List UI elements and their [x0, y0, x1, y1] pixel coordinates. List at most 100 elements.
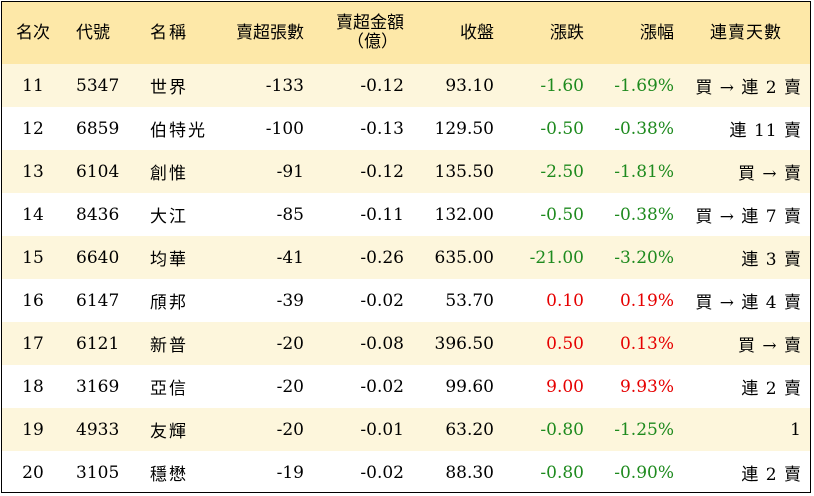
header-close: 收盤 [460, 22, 494, 43]
cell-close: 396.50 [434, 333, 494, 354]
cell-close: 88.30 [445, 462, 494, 483]
table-row: 13 6104 創惟 -91 -0.12 135.50 -2.50 -1.81%… [2, 150, 810, 193]
cell-sold-lots: -41 [276, 247, 304, 268]
table-body: 11 5347 世界 -133 -0.12 93.10 -1.60 -1.69%… [2, 64, 810, 492]
cell-rank: 15 [22, 247, 44, 268]
cell-streak: 買 → 賣 [737, 336, 802, 356]
table-row: 15 6640 均華 -41 -0.26 635.00 -21.00 -3.20… [2, 236, 810, 279]
cell-sold-amount: -0.02 [360, 290, 404, 311]
cell-streak: 買 → 連 7 賣 [695, 207, 802, 227]
cell-code: 6147 [76, 290, 120, 311]
cell-close: 135.50 [434, 161, 494, 182]
cell-change: 9.00 [546, 376, 584, 397]
header-row: 名次 代號 名稱 賣超張數 賣超金額 （億） 收盤 漲跌 漲幅 連賣天數 [2, 2, 810, 64]
cell-code: 3169 [76, 376, 120, 397]
header-rank: 名次 [16, 22, 50, 43]
cell-change: -0.80 [540, 462, 584, 483]
table-row: 12 6859 伯特光 -100 -0.13 129.50 -0.50 -0.3… [2, 107, 810, 150]
cell-sold-lots: -85 [276, 204, 304, 225]
cell-streak: 1 [790, 419, 802, 440]
cell-sold-lots: -100 [265, 118, 304, 139]
cell-sold-lots: -91 [276, 161, 304, 182]
cell-sold-amount: -0.12 [360, 75, 404, 96]
cell-code: 6121 [76, 333, 120, 354]
cell-change-pct: 0.19% [619, 290, 674, 311]
cell-code: 4933 [76, 419, 120, 440]
header-sold-amount-line1: 賣超金額 [336, 13, 404, 33]
cell-close: 132.00 [434, 204, 494, 225]
cell-name: 頎邦 [150, 293, 188, 313]
cell-rank: 16 [22, 290, 44, 311]
cell-name: 穩懋 [150, 465, 188, 485]
cell-name: 友輝 [150, 422, 188, 442]
cell-name: 均華 [150, 250, 188, 270]
cell-close: 635.00 [434, 247, 494, 268]
cell-sold-lots: -19 [276, 462, 304, 483]
cell-rank: 11 [22, 75, 44, 96]
cell-change: -0.50 [540, 204, 584, 225]
cell-sold-amount: -0.26 [360, 247, 404, 268]
cell-change-pct: -1.81% [614, 161, 674, 182]
cell-rank: 14 [22, 204, 44, 225]
cell-close: 53.70 [445, 290, 494, 311]
cell-change-pct: -3.20% [614, 247, 674, 268]
header-change: 漲跌 [550, 22, 584, 43]
cell-sold-amount: -0.01 [360, 419, 404, 440]
cell-rank: 19 [22, 419, 44, 440]
cell-name: 大江 [150, 207, 188, 227]
table-row: 11 5347 世界 -133 -0.12 93.10 -1.60 -1.69%… [2, 64, 810, 107]
cell-sold-lots: -20 [276, 333, 304, 354]
cell-change: -0.50 [540, 118, 584, 139]
cell-change-pct: -1.25% [614, 419, 674, 440]
cell-name: 伯特光 [150, 121, 207, 141]
table-row: 17 6121 新普 -20 -0.08 396.50 0.50 0.13% 買… [2, 322, 810, 365]
cell-change-pct: -1.69% [614, 75, 674, 96]
cell-sold-lots: -20 [276, 419, 304, 440]
cell-change: 0.10 [546, 290, 584, 311]
table-header: 名次 代號 名稱 賣超張數 賣超金額 （億） 收盤 漲跌 漲幅 連賣天數 [2, 2, 810, 64]
cell-rank: 13 [22, 161, 44, 182]
cell-sold-amount: -0.11 [360, 204, 404, 225]
table-row: 16 6147 頎邦 -39 -0.02 53.70 0.10 0.19% 買 … [2, 279, 810, 322]
cell-streak: 連 11 賣 [729, 121, 802, 141]
cell-sold-lots: -20 [276, 376, 304, 397]
header-streak: 連賣天數 [710, 22, 782, 43]
cell-code: 5347 [76, 75, 120, 96]
cell-rank: 17 [22, 333, 44, 354]
cell-sold-amount: -0.02 [360, 462, 404, 483]
cell-code: 8436 [76, 204, 120, 225]
cell-streak: 買 → 連 4 賣 [695, 293, 802, 313]
cell-code: 3105 [76, 462, 120, 483]
cell-change: -1.60 [540, 75, 584, 96]
cell-rank: 12 [22, 118, 44, 139]
header-change-pct: 漲幅 [640, 22, 674, 43]
cell-change: 0.50 [546, 333, 584, 354]
header-code: 代號 [76, 22, 110, 43]
header-sold-amount: 賣超金額 （億） [312, 2, 412, 64]
cell-change-pct: 9.93% [619, 376, 674, 397]
table-row: 20 3105 穩懋 -19 -0.02 88.30 -0.80 -0.90% … [2, 451, 810, 492]
table-row: 14 8436 大江 -85 -0.11 132.00 -0.50 -0.38%… [2, 193, 810, 236]
cell-code: 6859 [76, 118, 120, 139]
header-name: 名稱 [150, 22, 188, 43]
cell-rank: 18 [22, 376, 44, 397]
cell-name: 世界 [150, 78, 188, 98]
cell-name: 新普 [150, 336, 188, 356]
cell-streak: 連 3 賣 [741, 250, 802, 270]
cell-streak: 買 → 連 2 賣 [695, 78, 802, 98]
cell-sold-amount: -0.13 [360, 118, 404, 139]
cell-change: -21.00 [529, 247, 584, 268]
cell-change: -2.50 [540, 161, 584, 182]
cell-change: -0.80 [540, 419, 584, 440]
table-row: 19 4933 友輝 -20 -0.01 63.20 -0.80 -1.25% … [2, 408, 810, 451]
table-row: 18 3169 亞信 -20 -0.02 99.60 9.00 9.93% 連 … [2, 365, 810, 408]
cell-sold-lots: -39 [276, 290, 304, 311]
cell-change-pct: -0.38% [614, 118, 674, 139]
cell-code: 6104 [76, 161, 120, 182]
cell-sold-amount: -0.02 [360, 376, 404, 397]
cell-close: 93.10 [445, 75, 494, 96]
cell-name: 創惟 [150, 164, 188, 184]
header-sold-amount-line2: （億） [347, 32, 398, 52]
